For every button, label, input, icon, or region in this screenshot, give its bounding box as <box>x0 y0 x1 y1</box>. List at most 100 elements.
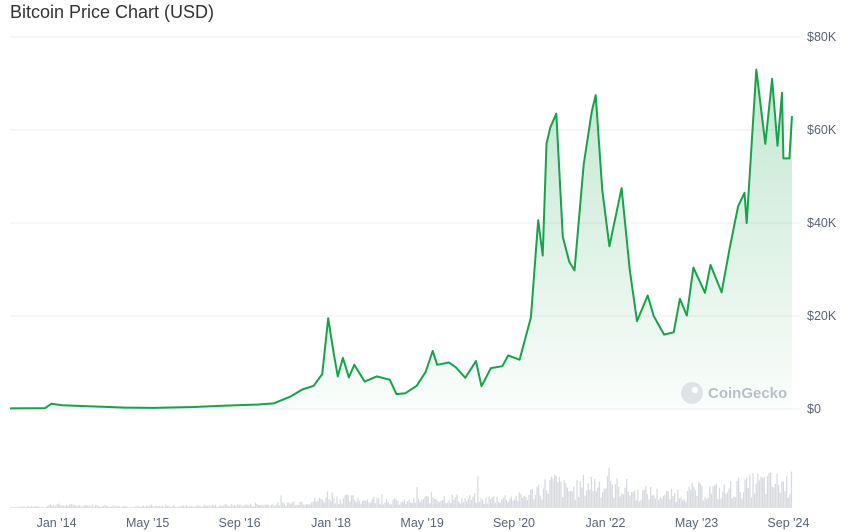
volume-bar <box>69 504 71 508</box>
volume-bar <box>179 506 181 508</box>
volume-bar <box>90 506 92 508</box>
x-axis-labels: Jan '14 May '15 Sep '16 Jan '18 May '19 Sep '… <box>37 516 810 530</box>
volume-bar <box>155 505 157 508</box>
volume-bar <box>213 505 215 508</box>
volume-bar <box>171 506 173 508</box>
volume-bar <box>384 502 386 508</box>
volume-bar <box>16 506 18 508</box>
volume-bar <box>278 505 281 508</box>
volume-bar <box>29 507 31 508</box>
volume-bar <box>302 504 305 508</box>
volume-bar <box>312 501 314 508</box>
volume-bar <box>283 503 285 508</box>
volume-bar <box>475 502 477 508</box>
volume-bar <box>352 495 354 508</box>
volume-bar <box>134 506 137 508</box>
volume-bar <box>581 487 583 508</box>
volume-bar <box>72 504 74 508</box>
volume-bar <box>264 504 266 508</box>
volume-bar <box>531 488 533 508</box>
volume-bar <box>232 505 234 508</box>
volume-bar <box>347 495 349 508</box>
volume-bar <box>458 501 460 508</box>
volume-bar <box>579 481 581 508</box>
volume-bar <box>419 501 421 508</box>
volume-bar <box>413 498 415 508</box>
volume-bar <box>408 499 410 508</box>
volume-bar <box>230 503 233 508</box>
volume-bar <box>152 506 154 508</box>
volume-bar <box>280 495 282 508</box>
volume-bar <box>374 503 377 508</box>
volume-bar <box>126 506 129 508</box>
x-tick-label: Jan '14 <box>37 516 77 530</box>
volume-bar <box>205 505 207 508</box>
volume-bar <box>738 477 740 508</box>
volume-bar <box>38 506 41 508</box>
volume-bar <box>582 474 585 508</box>
volume-bar <box>416 487 418 508</box>
volume-bar <box>286 502 289 508</box>
volume-bar <box>560 481 562 508</box>
volume-bar <box>424 496 426 508</box>
volume-bar <box>562 497 564 508</box>
volume-bar <box>37 506 39 508</box>
volume-bar <box>459 503 461 508</box>
volume-bar <box>523 495 525 508</box>
volume-bar <box>726 492 729 508</box>
volume-bar <box>432 497 434 508</box>
volume-bar <box>165 504 167 508</box>
volume-bar <box>315 501 317 508</box>
x-tick-label: May '19 <box>400 516 443 530</box>
volume-bar <box>32 506 34 508</box>
volume-bar <box>768 473 770 508</box>
volume-bar <box>550 476 553 508</box>
volume-bar <box>26 507 28 508</box>
volume-bar <box>608 467 610 508</box>
volume-bar <box>485 497 487 508</box>
volume-bar <box>554 474 556 508</box>
volume-bar <box>606 476 609 508</box>
volume-bar <box>421 499 423 508</box>
volume-bar <box>632 491 634 508</box>
volume-bar <box>59 505 61 508</box>
volume-bar <box>306 504 308 508</box>
volume-bar <box>386 499 388 508</box>
volume-bar <box>746 477 748 508</box>
volume-bar <box>578 496 580 508</box>
volume-bar <box>235 506 237 508</box>
volume-bar <box>499 502 501 508</box>
volume-bar <box>96 505 98 508</box>
volume-bar <box>40 507 42 508</box>
volume-bar <box>568 491 570 508</box>
volume-bar <box>638 501 641 508</box>
volume-bar <box>722 491 724 508</box>
volume-bar <box>43 507 45 508</box>
volume-bar <box>51 506 53 508</box>
volume-bar <box>502 497 505 508</box>
volume-bar <box>712 486 714 508</box>
volume-bar <box>546 490 548 508</box>
volume-bar <box>414 502 417 508</box>
volume-bar <box>411 503 413 508</box>
volume-bar <box>704 496 706 508</box>
volume-bar <box>427 496 429 508</box>
volume-bar <box>379 504 381 508</box>
volume-bar <box>240 504 242 508</box>
volume-bar <box>547 493 549 508</box>
volume-bar <box>56 504 58 508</box>
volume-bar <box>642 490 644 508</box>
volume-bar <box>462 502 465 508</box>
volume-bar <box>758 480 761 508</box>
volume-bar <box>398 504 401 508</box>
volume-bar <box>600 497 602 508</box>
volume-bar <box>509 498 511 508</box>
volume-bar <box>237 504 239 508</box>
volume-bar <box>136 506 138 508</box>
volume-bar <box>390 504 393 508</box>
volume-bar <box>133 507 135 508</box>
volume-bar <box>78 504 81 508</box>
volume-bar <box>627 491 629 508</box>
volume-bar <box>522 498 524 508</box>
volume-bar <box>619 496 621 508</box>
